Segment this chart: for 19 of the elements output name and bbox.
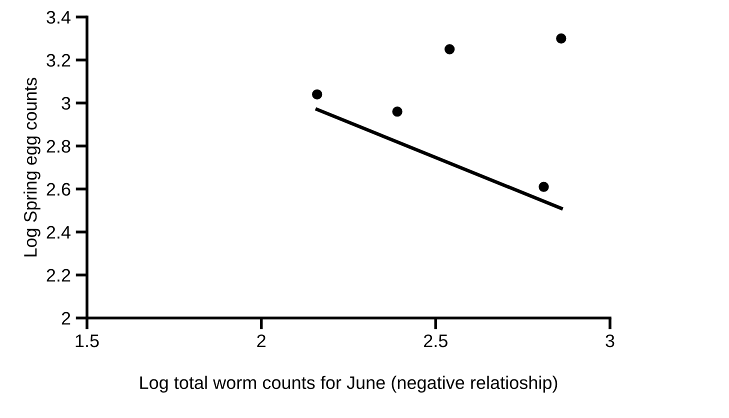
x-tick-label: 1.5 bbox=[76, 334, 99, 348]
y-tick-label: 2.4 bbox=[46, 226, 70, 239]
y-tick-label: 2.2 bbox=[46, 268, 70, 282]
y-tick-label: 3 bbox=[62, 96, 70, 110]
y-tick-label: 3.4 bbox=[46, 10, 70, 24]
y-axis-title: Log Spring egg counts bbox=[24, 78, 40, 256]
point bbox=[556, 33, 566, 44]
x-tick-label: 2 bbox=[257, 334, 266, 348]
x-tick-label: 2.5 bbox=[424, 334, 448, 348]
point bbox=[538, 182, 549, 192]
x-axis-title: Log total worm counts for June (negative relatioship) bbox=[140, 376, 558, 393]
y-tick-label: 2.6 bbox=[46, 182, 70, 196]
point bbox=[444, 44, 455, 54]
x-tick-label: 3 bbox=[606, 334, 614, 348]
y-tick-label: 2 bbox=[62, 312, 70, 325]
point bbox=[392, 106, 402, 117]
y-tick-label: 3.2 bbox=[46, 54, 70, 67]
point bbox=[312, 89, 322, 100]
y-tick-label: 2.8 bbox=[46, 140, 70, 153]
